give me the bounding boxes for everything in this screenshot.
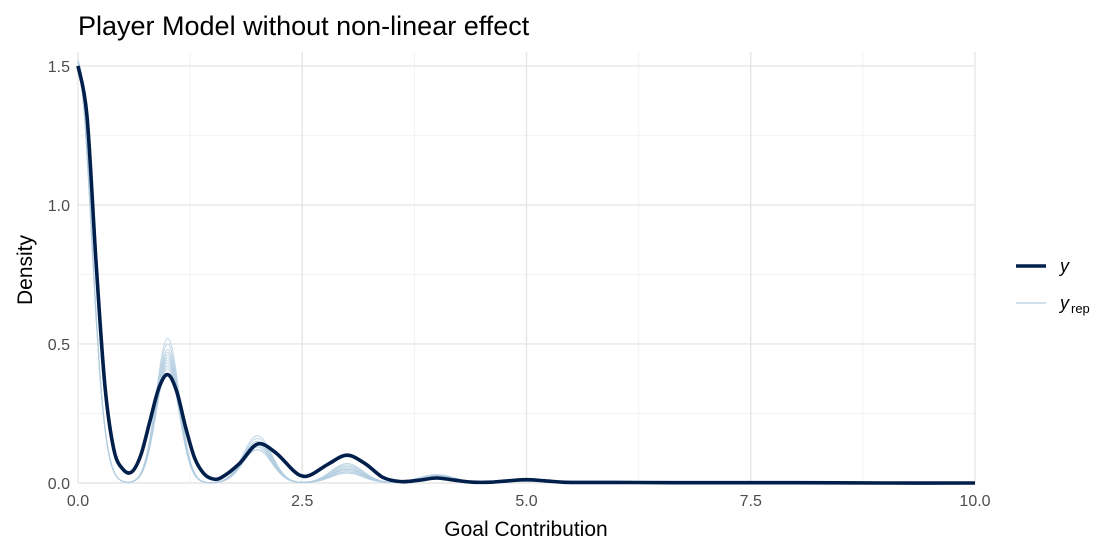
y-tick-label: 1.0 bbox=[48, 198, 70, 215]
observed-series-group bbox=[76, 65, 976, 485]
x-axis-title: Goal Contribution bbox=[444, 518, 607, 541]
x-tick-labels: 0.0 2.5 5.0 7.5 10.0 bbox=[67, 493, 991, 510]
y-tick-label: 0.5 bbox=[48, 337, 70, 354]
x-tick-label: 7.5 bbox=[740, 493, 762, 510]
x-tick-label: 5.0 bbox=[515, 493, 537, 510]
y-tick-label: 1.5 bbox=[48, 59, 70, 76]
legend-label-replicated: y bbox=[1058, 293, 1070, 313]
x-tick-label: 2.5 bbox=[291, 493, 313, 510]
legend-label-observed: y bbox=[1058, 256, 1070, 276]
x-tick-label: 10.0 bbox=[959, 493, 990, 510]
y-tick-labels: 0.0 0.5 1.0 1.5 bbox=[48, 59, 70, 493]
y-tick-label: 0.0 bbox=[48, 476, 70, 493]
legend-label-replicated-subscript: rep bbox=[1071, 301, 1090, 316]
legend: yy rep bbox=[1016, 256, 1090, 316]
grid-major bbox=[77, 52, 976, 484]
chart-title: Player Model without non-linear effect bbox=[78, 11, 530, 41]
observed-density-line bbox=[76, 65, 976, 485]
x-tick-label: 0.0 bbox=[67, 493, 89, 510]
y-axis-title: Density bbox=[14, 234, 37, 305]
